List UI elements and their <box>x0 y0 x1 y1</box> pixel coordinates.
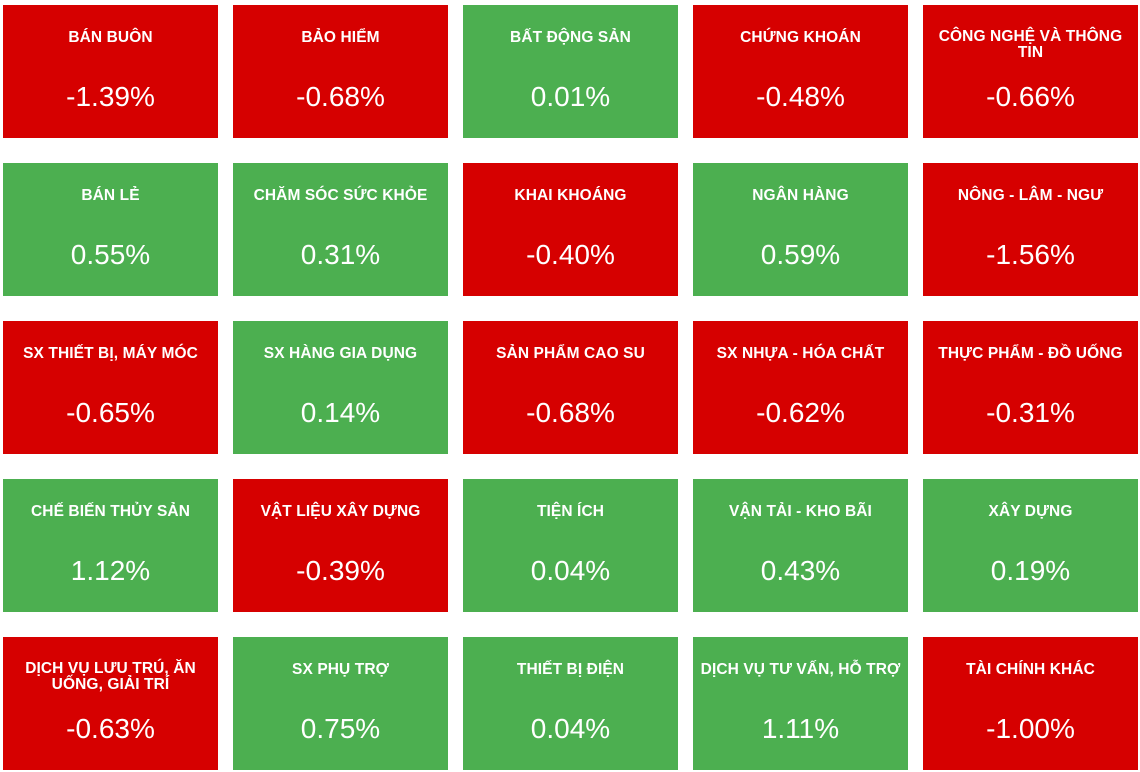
sector-change-percent: 1.12% <box>70 555 151 586</box>
sector-tile[interactable]: CÔNG NGHỆ VÀ THÔNG TIN -0.66% <box>923 5 1138 138</box>
sector-name: CÔNG NGHỆ VÀ THÔNG TIN <box>938 28 1123 61</box>
sector-tile[interactable]: KHAI KHOÁNG -0.40% <box>463 163 678 296</box>
sector-tile[interactable]: TIỆN ÍCH 0.04% <box>463 479 678 612</box>
sector-name: CHẾ BIẾN THỦY SẢN <box>30 503 191 520</box>
sector-change-percent: 0.14% <box>300 397 381 428</box>
sector-tile[interactable]: BÁN LẺ 0.55% <box>3 163 218 296</box>
sector-change-percent: 0.43% <box>760 555 841 586</box>
sector-name: BẢO HIỂM <box>301 29 380 46</box>
sector-name: DỊCH VỤ LƯU TRÚ, ĂN UỐNG, GIẢI TRÍ <box>25 660 196 693</box>
sector-name: THIẾT BỊ ĐIỆN <box>516 661 625 678</box>
sector-name: SX PHỤ TRỢ <box>292 661 389 678</box>
sector-heatmap-grid: BÁN BUÔN -1.39% BẢO HIỂM -0.68% BẤT ĐỘNG SẢN… <box>3 5 1138 770</box>
sector-name: KHAI KHOÁNG <box>514 187 627 204</box>
sector-change-percent: -1.39% <box>66 81 155 112</box>
sector-tile[interactable]: THIẾT BỊ ĐIỆN 0.04% <box>463 637 678 770</box>
sector-change-percent: 1.11% <box>761 713 840 744</box>
sector-tile[interactable]: SX NHỰA - HÓA CHẤT -0.62% <box>693 321 908 454</box>
sector-tile[interactable]: THỰC PHẨM - ĐỒ UỐNG -0.31% <box>923 321 1138 454</box>
sector-change-percent: -0.68% <box>526 397 615 428</box>
sector-change-percent: 0.04% <box>530 713 611 744</box>
sector-change-percent: -0.39% <box>296 555 385 586</box>
sector-change-percent: -0.48% <box>756 81 845 112</box>
sector-change-percent: -0.62% <box>756 397 845 428</box>
sector-change-percent: -1.00% <box>986 713 1075 744</box>
sector-change-percent: 0.75% <box>300 713 381 744</box>
sector-change-percent: -0.31% <box>986 397 1075 428</box>
sector-tile[interactable]: BÁN BUÔN -1.39% <box>3 5 218 138</box>
sector-tile[interactable]: DỊCH VỤ TƯ VẤN, HỖ TRỢ 1.11% <box>693 637 908 770</box>
sector-tile[interactable]: BẤT ĐỘNG SẢN 0.01% <box>463 5 678 138</box>
sector-tile[interactable]: BẢO HIỂM -0.68% <box>233 5 448 138</box>
sector-name: SẢN PHẨM CAO SU <box>496 345 645 362</box>
sector-change-percent: 0.19% <box>990 555 1071 586</box>
sector-change-percent: -0.68% <box>296 81 385 112</box>
sector-tile[interactable]: TÀI CHÍNH KHÁC -1.00% <box>923 637 1138 770</box>
sector-change-percent: 0.55% <box>70 239 151 270</box>
sector-name: BÁN BUÔN <box>68 29 153 46</box>
sector-tile[interactable]: CHĂM SÓC SỨC KHỎE 0.31% <box>233 163 448 296</box>
sector-name: THỰC PHẨM - ĐỒ UỐNG <box>938 345 1123 362</box>
sector-name: BÁN LẺ <box>81 187 140 204</box>
sector-change-percent: -1.56% <box>986 239 1075 270</box>
sector-tile[interactable]: NÔNG - LÂM - NGƯ -1.56% <box>923 163 1138 296</box>
sector-tile[interactable]: SX THIẾT BỊ, MÁY MÓC -0.65% <box>3 321 218 454</box>
sector-name: CHĂM SÓC SỨC KHỎE <box>253 187 428 204</box>
sector-name: TÀI CHÍNH KHÁC <box>966 661 1095 678</box>
sector-tile[interactable]: CHỨNG KHOÁN -0.48% <box>693 5 908 138</box>
sector-name: NGÂN HÀNG <box>752 187 849 204</box>
sector-tile[interactable]: CHẾ BIẾN THỦY SẢN 1.12% <box>3 479 218 612</box>
sector-name: SX THIẾT BỊ, MÁY MÓC <box>23 345 198 362</box>
sector-name: SX HÀNG GIA DỤNG <box>263 345 418 362</box>
sector-name: BẤT ĐỘNG SẢN <box>510 29 631 46</box>
sector-tile[interactable]: NGÂN HÀNG 0.59% <box>693 163 908 296</box>
sector-tile[interactable]: VẬT LIỆU XÂY DỰNG -0.39% <box>233 479 448 612</box>
sector-tile[interactable]: SX PHỤ TRỢ 0.75% <box>233 637 448 770</box>
sector-tile[interactable]: XÂY DỰNG 0.19% <box>923 479 1138 612</box>
sector-tile[interactable]: VẬN TẢI - KHO BÃI 0.43% <box>693 479 908 612</box>
sector-tile[interactable]: DỊCH VỤ LƯU TRÚ, ĂN UỐNG, GIẢI TRÍ -0.63% <box>3 637 218 770</box>
sector-change-percent: -0.65% <box>66 397 155 428</box>
sector-name: DỊCH VỤ TƯ VẤN, HỖ TRỢ <box>700 661 901 678</box>
sector-name: NÔNG - LÂM - NGƯ <box>957 187 1104 204</box>
sector-name: TIỆN ÍCH <box>536 503 605 520</box>
sector-tile[interactable]: SẢN PHẨM CAO SU -0.68% <box>463 321 678 454</box>
sector-name: VẬN TẢI - KHO BÃI <box>729 503 872 520</box>
sector-tile[interactable]: SX HÀNG GIA DỤNG 0.14% <box>233 321 448 454</box>
sector-change-percent: 0.31% <box>300 239 381 270</box>
sector-change-percent: -0.66% <box>986 81 1075 112</box>
sector-change-percent: -0.63% <box>66 713 155 744</box>
sector-change-percent: 0.59% <box>760 239 841 270</box>
sector-name: XÂY DỰNG <box>988 503 1073 520</box>
sector-change-percent: 0.01% <box>530 81 611 112</box>
sector-name: SX NHỰA - HÓA CHẤT <box>716 345 885 362</box>
sector-change-percent: -0.40% <box>526 239 615 270</box>
sector-name: CHỨNG KHOÁN <box>740 29 861 46</box>
sector-change-percent: 0.04% <box>530 555 611 586</box>
sector-name: VẬT LIỆU XÂY DỰNG <box>260 503 421 520</box>
